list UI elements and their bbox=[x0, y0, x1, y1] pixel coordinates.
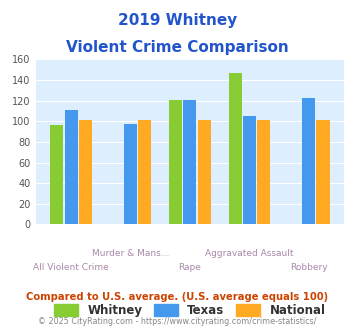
Text: Murder & Mans...: Murder & Mans... bbox=[92, 249, 169, 258]
Text: Compared to U.S. average. (U.S. average equals 100): Compared to U.S. average. (U.S. average … bbox=[26, 292, 329, 302]
Bar bbox=[169, 100, 182, 224]
Bar bbox=[79, 120, 92, 224]
Text: Rape: Rape bbox=[179, 263, 201, 272]
Bar bbox=[65, 110, 78, 224]
Bar bbox=[198, 120, 211, 224]
Text: Violent Crime Comparison: Violent Crime Comparison bbox=[66, 40, 289, 54]
Text: Robbery: Robbery bbox=[290, 263, 328, 272]
Text: Aggravated Assault: Aggravated Assault bbox=[205, 249, 294, 258]
Bar bbox=[138, 120, 151, 224]
Bar bbox=[184, 100, 196, 224]
Bar bbox=[316, 120, 329, 224]
Bar bbox=[124, 124, 137, 224]
Bar bbox=[243, 116, 256, 224]
Bar bbox=[229, 73, 242, 224]
Bar bbox=[302, 98, 315, 224]
Text: © 2025 CityRating.com - https://www.cityrating.com/crime-statistics/: © 2025 CityRating.com - https://www.city… bbox=[38, 317, 317, 326]
Bar bbox=[257, 120, 270, 224]
Text: 2019 Whitney: 2019 Whitney bbox=[118, 13, 237, 28]
Legend: Whitney, Texas, National: Whitney, Texas, National bbox=[50, 300, 330, 322]
Bar bbox=[50, 125, 64, 224]
Text: All Violent Crime: All Violent Crime bbox=[33, 263, 109, 272]
